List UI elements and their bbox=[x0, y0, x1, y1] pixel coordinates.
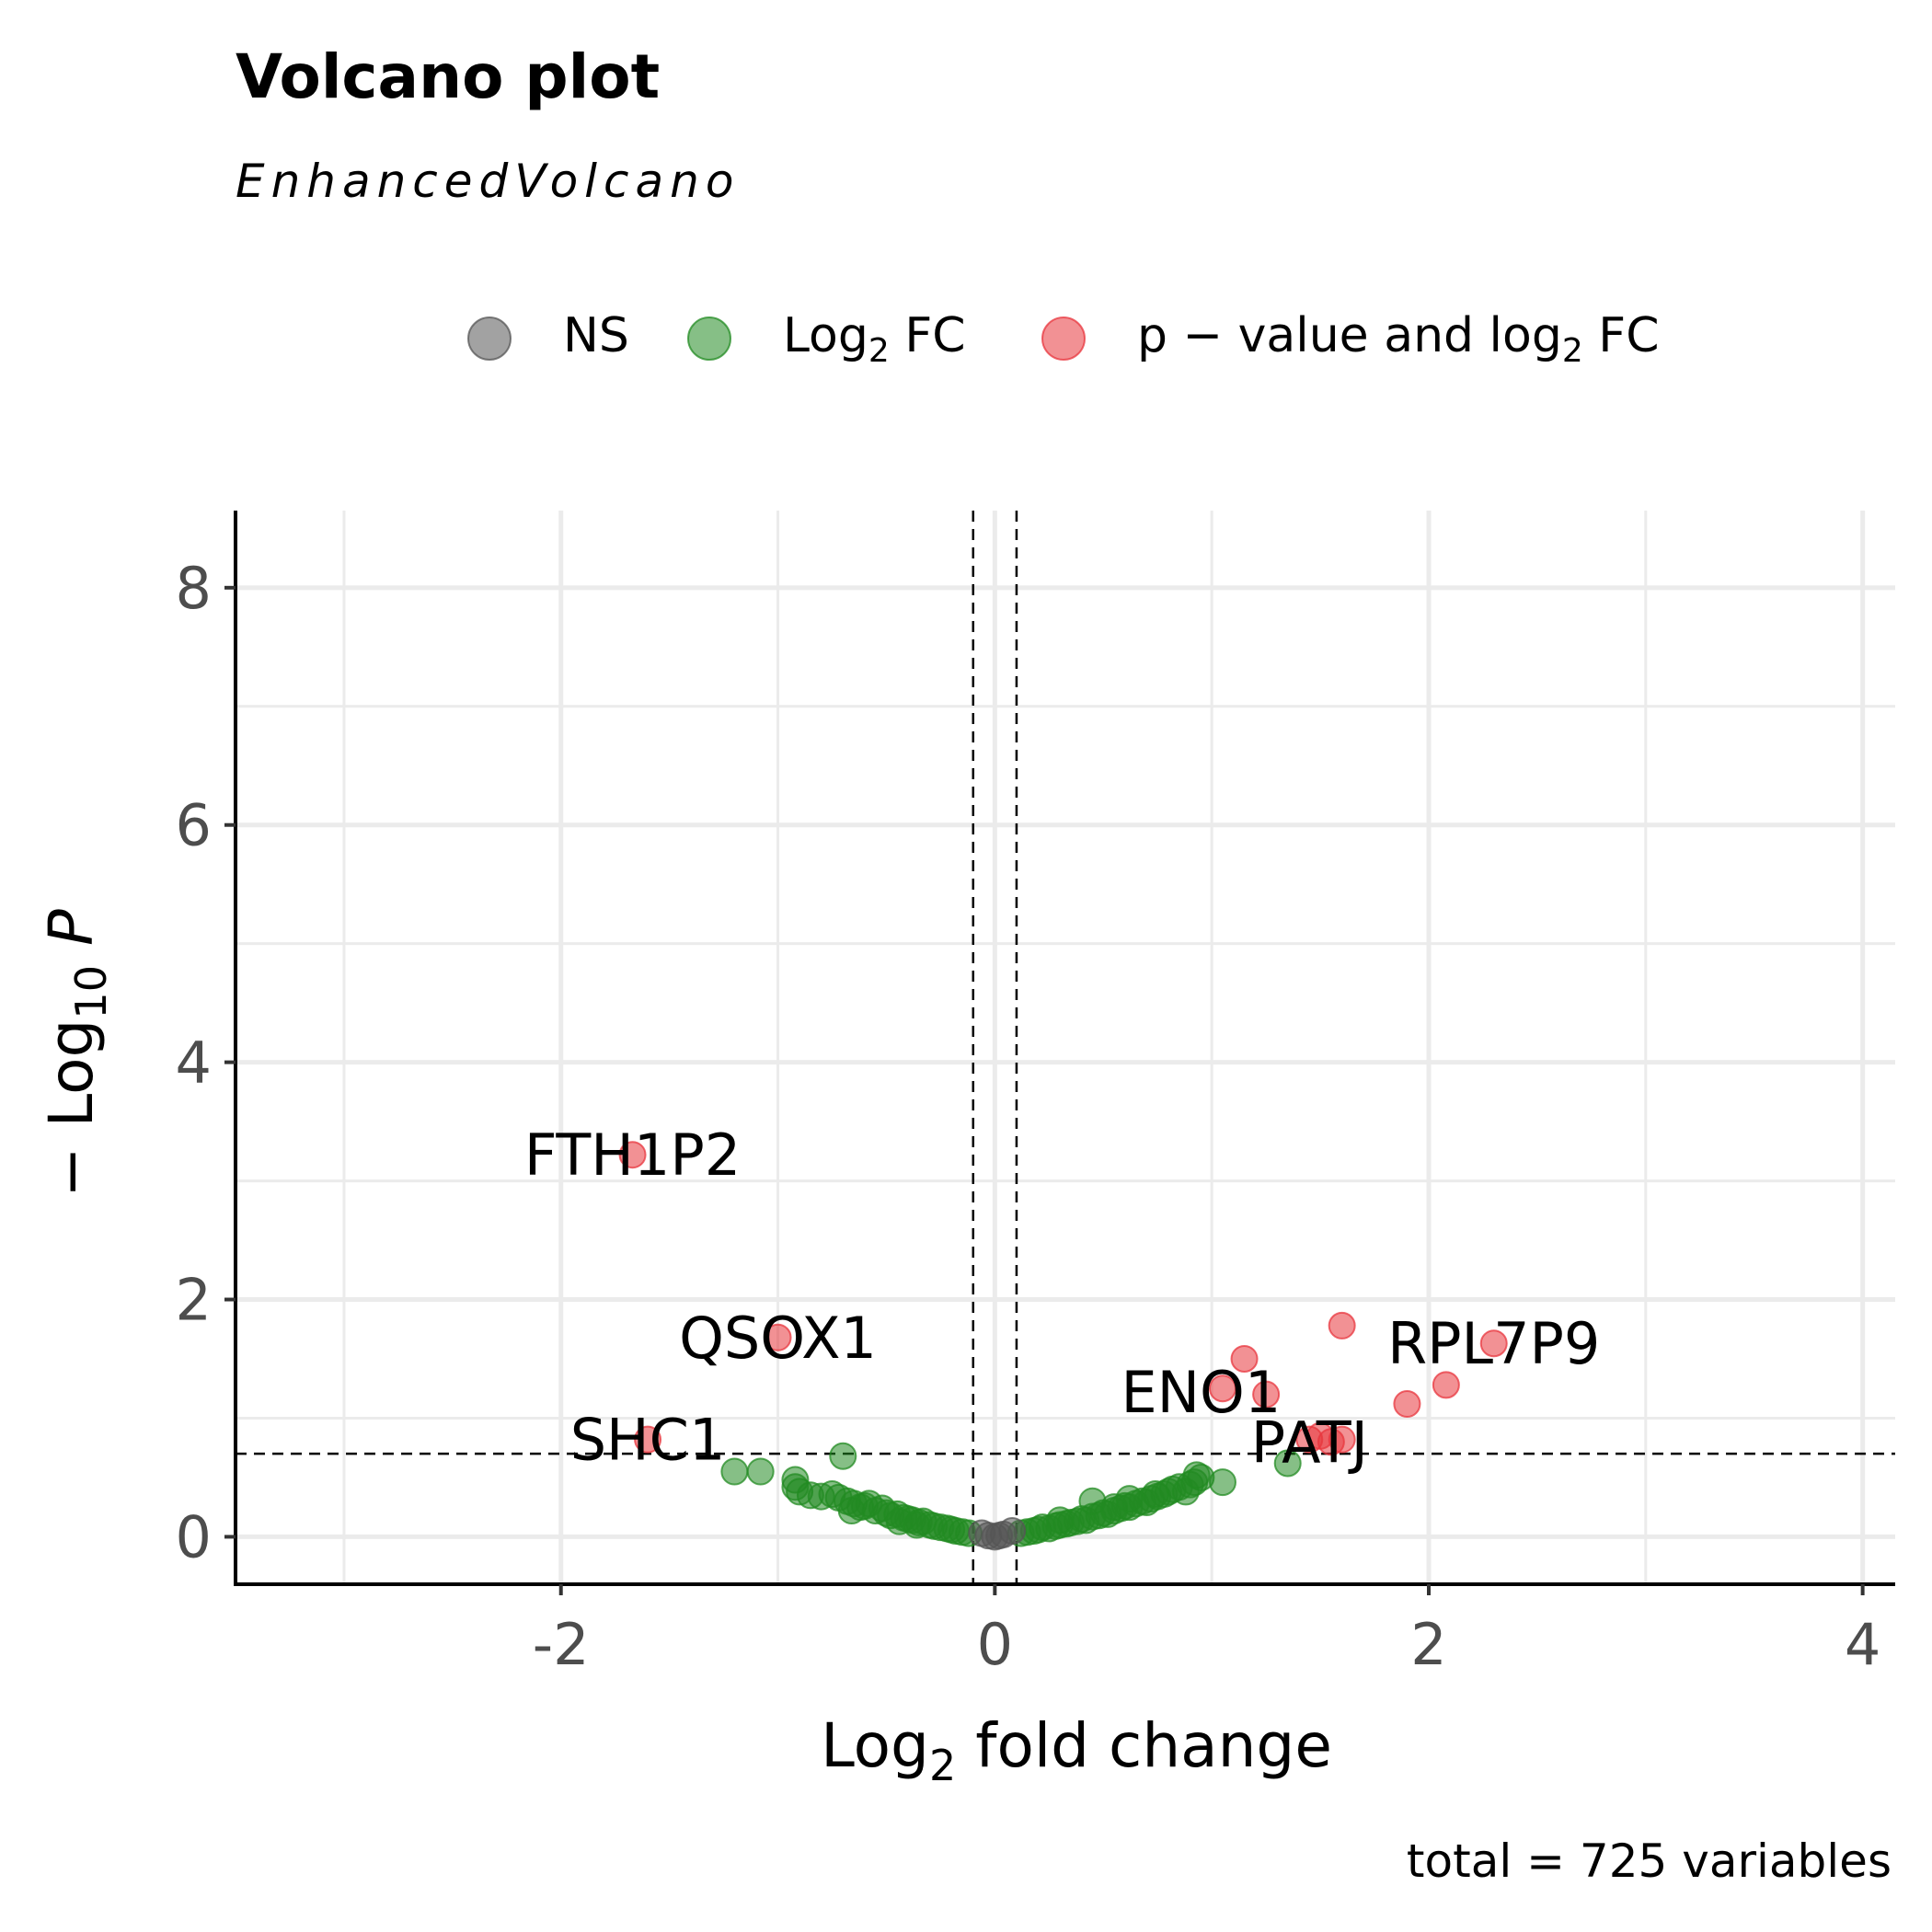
point-label: FTH1P2 bbox=[524, 1121, 741, 1189]
data-point bbox=[1393, 1389, 1421, 1418]
data-point bbox=[1273, 1449, 1302, 1478]
x-tick-label: 4 bbox=[1845, 1611, 1880, 1678]
y-axis-ticks: 0 2 4 6 8 bbox=[176, 555, 236, 1570]
x-tick-label: 0 bbox=[977, 1611, 1013, 1678]
data-point bbox=[1141, 1479, 1169, 1508]
data-point bbox=[1328, 1311, 1356, 1340]
y-axis-label: − Log10 P bbox=[36, 909, 116, 1198]
data-point bbox=[829, 1442, 857, 1470]
legend-marker-ns bbox=[467, 316, 512, 361]
y-tick-label: 4 bbox=[176, 1029, 212, 1097]
data-point bbox=[1230, 1344, 1259, 1373]
data-point bbox=[618, 1141, 647, 1169]
axes bbox=[234, 511, 1895, 1586]
x-axis-ticks: -2 0 2 4 bbox=[533, 1584, 1880, 1678]
data-point bbox=[1432, 1371, 1460, 1399]
point-label: SHC1 bbox=[570, 1407, 726, 1474]
data-point bbox=[837, 1497, 866, 1525]
y-tick-label: 2 bbox=[176, 1267, 212, 1334]
point-label: QSOX1 bbox=[679, 1305, 877, 1372]
legend: NS Log2 FC p − value and log2 FC bbox=[467, 308, 1660, 370]
data-point bbox=[1115, 1485, 1144, 1513]
y-tick-label: 8 bbox=[176, 555, 212, 622]
x-axis-label: Log2 fold change bbox=[821, 1710, 1332, 1790]
y-tick-label: 6 bbox=[176, 792, 212, 859]
legend-label-fc: Log2 FC bbox=[783, 308, 966, 370]
data-point bbox=[764, 1323, 792, 1351]
data-points bbox=[618, 1141, 1508, 1551]
data-point bbox=[720, 1457, 749, 1486]
data-point bbox=[1208, 1468, 1236, 1497]
point-label: PATJ bbox=[1251, 1409, 1368, 1476]
chart-caption: total = 725 variables bbox=[1407, 1834, 1892, 1888]
x-tick-label: 2 bbox=[1410, 1611, 1446, 1678]
data-point bbox=[1182, 1461, 1211, 1489]
data-point bbox=[903, 1511, 931, 1539]
point-label: RPL7P9 bbox=[1387, 1310, 1600, 1377]
data-point bbox=[1479, 1329, 1508, 1358]
data-point bbox=[1208, 1374, 1236, 1403]
data-point bbox=[634, 1425, 662, 1454]
chart-title: Volcano plot bbox=[236, 41, 660, 112]
data-point bbox=[1252, 1380, 1281, 1409]
legend-marker-fc bbox=[687, 316, 731, 361]
data-point bbox=[985, 1522, 1014, 1550]
legend-label-pfc: p − value and log2 FC bbox=[1137, 308, 1660, 370]
legend-label-ns: NS bbox=[563, 308, 629, 363]
x-tick-label: -2 bbox=[533, 1611, 590, 1678]
data-point bbox=[1046, 1506, 1075, 1535]
chart-subtitle: EnhancedVolcano bbox=[236, 155, 740, 208]
y-tick-label: 0 bbox=[176, 1503, 212, 1570]
legend-marker-pfc bbox=[1041, 316, 1086, 361]
cutoff-lines bbox=[236, 511, 1895, 1584]
data-point bbox=[1328, 1425, 1356, 1454]
point-label: ENO1 bbox=[1121, 1359, 1281, 1426]
grid-minor bbox=[236, 511, 1895, 1584]
data-point bbox=[746, 1457, 775, 1486]
